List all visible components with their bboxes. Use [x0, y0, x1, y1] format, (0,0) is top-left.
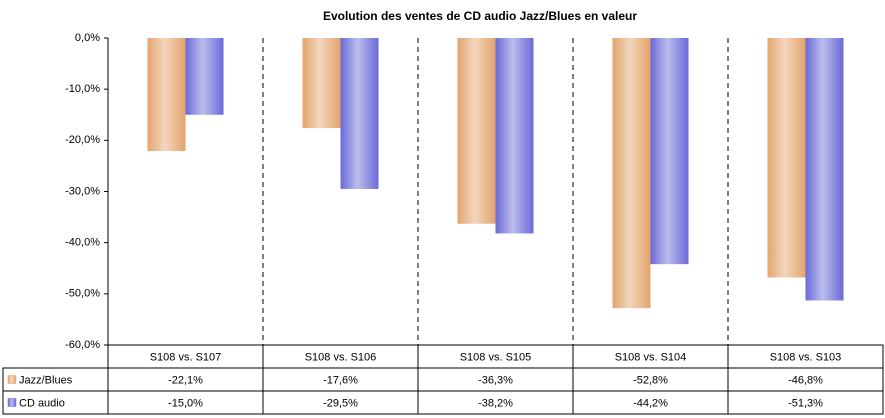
bar [767, 38, 806, 278]
data-table-value: -52,8% [633, 374, 668, 386]
data-table-value: -29,5% [323, 397, 358, 409]
legend-label: Jazz/Blues [19, 374, 73, 386]
y-tick-label: -50,0% [65, 288, 100, 300]
chart-title: Evolution des ventes de CD audio Jazz/Bl… [323, 9, 637, 23]
data-table-value: -38,2% [478, 397, 513, 409]
data-table-value: -15,0% [168, 397, 203, 409]
y-tick-label: -20,0% [65, 134, 100, 146]
bar [805, 38, 844, 301]
x-tick-label: S108 vs. S107 [150, 351, 222, 363]
y-tick-label: -10,0% [65, 83, 100, 95]
bar [457, 38, 496, 224]
legend-label: CD audio [19, 397, 65, 409]
bar [302, 38, 341, 129]
bar [650, 38, 689, 265]
data-table-value: -44,2% [633, 397, 668, 409]
bar [612, 38, 651, 309]
bar [185, 38, 224, 115]
x-tick-label: S108 vs. S103 [770, 351, 842, 363]
x-tick-label: S108 vs. S105 [460, 351, 532, 363]
y-tick-label: -40,0% [65, 237, 100, 249]
data-table-value: -22,1% [168, 374, 203, 386]
bar [495, 38, 534, 234]
x-tick-label: S108 vs. S104 [615, 351, 687, 363]
data-table-value: -36,3% [478, 374, 513, 386]
data-table-value: -51,3% [788, 397, 823, 409]
data-table-value: -46,8% [788, 374, 823, 386]
x-tick-label: S108 vs. S106 [305, 351, 377, 363]
y-tick-label: -60,0% [65, 339, 100, 351]
legend-key [7, 398, 17, 407]
data-table-value: -17,6% [323, 374, 358, 386]
bar [147, 38, 186, 152]
bar [340, 38, 379, 189]
y-tick-label: 0,0% [75, 32, 100, 44]
y-tick-label: -30,0% [65, 185, 100, 197]
legend-key [7, 375, 17, 384]
